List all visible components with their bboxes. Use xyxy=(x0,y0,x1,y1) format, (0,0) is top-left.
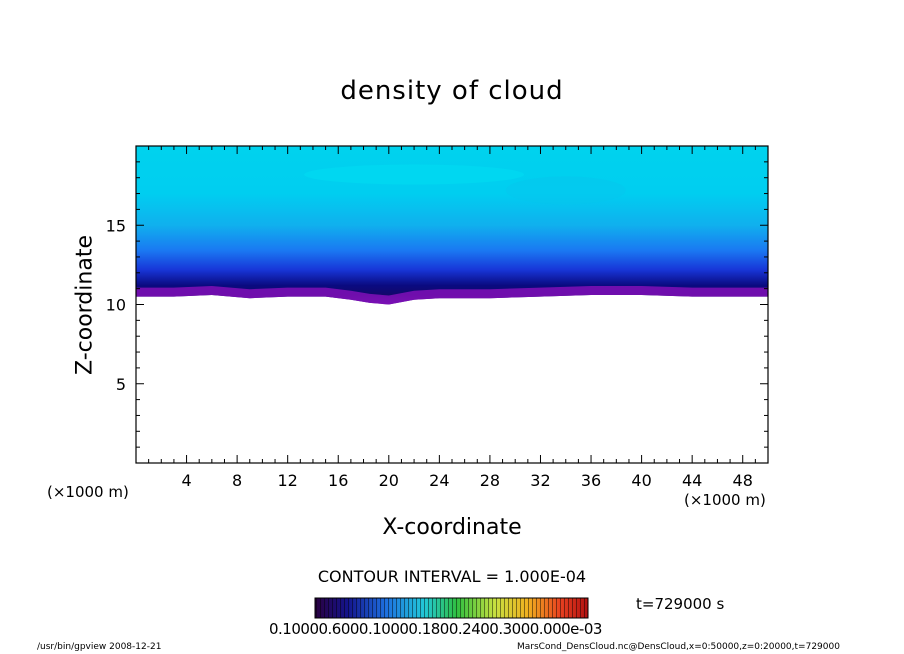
x-tick-label: 36 xyxy=(581,471,601,490)
cloud-base-band xyxy=(136,286,768,305)
colorbar xyxy=(314,597,589,619)
footer-right-text: MarsCond_DensCloud.nc@DensCloud,x=0:5000… xyxy=(517,642,840,652)
cloud-streak xyxy=(304,164,525,185)
x-tick-label: 48 xyxy=(733,471,753,490)
x-tick-label: 32 xyxy=(530,471,550,490)
x-tick-label: 28 xyxy=(480,471,500,490)
x-tick-label: 24 xyxy=(429,471,449,490)
y-tick-label: 10 xyxy=(106,296,126,315)
colorbar-tick-labels: 0.10000.6000.10000.1800.2400.3000.000e-0… xyxy=(269,620,602,638)
x-tick-label: 16 xyxy=(328,471,348,490)
y-tick-label: 5 xyxy=(116,375,126,394)
x-axis-label: X-coordinate xyxy=(382,515,522,540)
x-tick-label: 8 xyxy=(232,471,242,490)
footer-left-text: /usr/bin/gpview 2008-12-21 xyxy=(37,642,162,652)
x-tick-label: 44 xyxy=(682,471,702,490)
x-tick-label: 40 xyxy=(631,471,651,490)
x-tick-label: 12 xyxy=(278,471,298,490)
colorbar-lines xyxy=(315,598,588,618)
cloud-density-field xyxy=(136,146,768,305)
contour-interval-label: CONTOUR INTERVAL = 1.000E-04 xyxy=(317,567,587,586)
y-tick-label: 15 xyxy=(106,216,126,235)
cloud-streak xyxy=(505,176,626,205)
colorbar-frame xyxy=(314,597,589,619)
x-unit-label-right: (×1000 m) xyxy=(684,491,766,509)
x-unit-label-left: (×1000 m) xyxy=(47,483,129,501)
time-label: t=729000 s xyxy=(636,595,725,613)
chart-title: density of cloud xyxy=(340,76,564,106)
x-tick-label: 20 xyxy=(379,471,399,490)
x-tick-label: 4 xyxy=(181,471,191,490)
y-axis-label: Z-coordinate xyxy=(72,235,98,375)
